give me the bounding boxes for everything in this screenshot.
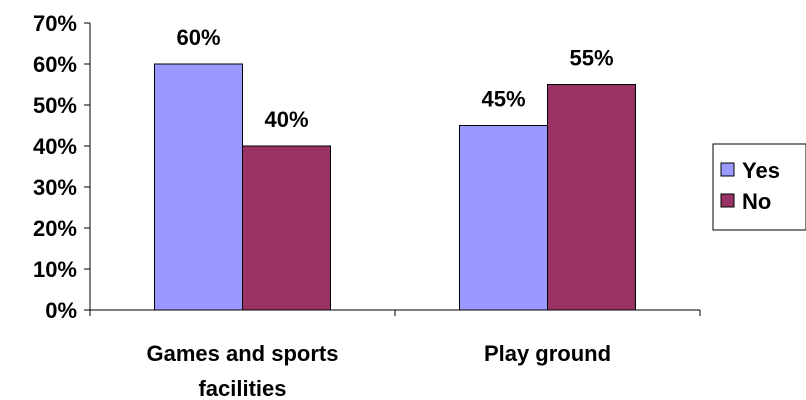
- y-tick-label: 10%: [33, 257, 77, 282]
- category-label: facilities: [198, 376, 286, 400]
- y-tick-label: 50%: [33, 93, 77, 118]
- bar-yes-2: [459, 125, 548, 311]
- category-labels: Games and sports facilities Play ground: [147, 341, 612, 400]
- y-tick-label: 60%: [33, 52, 77, 77]
- legend-box: [712, 143, 806, 231]
- y-axis: 0% 10% 20% 30% 40% 50% 60% 70%: [33, 11, 91, 323]
- category-label: Play ground: [484, 341, 611, 366]
- y-tick-label: 30%: [33, 175, 77, 200]
- category-label: Games and sports: [147, 341, 339, 366]
- y-tick-label: 70%: [33, 11, 77, 36]
- y-tick-label: 40%: [33, 134, 77, 159]
- bar-no-2: [547, 84, 636, 311]
- y-tick-label: 0%: [45, 298, 77, 323]
- legend-swatch-yes: [720, 162, 735, 177]
- data-label: 40%: [264, 107, 308, 132]
- legend-label-no: No: [742, 189, 771, 214]
- legend-label-yes: Yes: [742, 158, 780, 183]
- data-label: 45%: [481, 87, 525, 112]
- data-labels: 60% 40% 45% 55%: [176, 25, 613, 132]
- data-label: 55%: [569, 46, 613, 71]
- y-tick-label: 20%: [33, 216, 77, 241]
- x-axis: [89, 309, 701, 316]
- legend: Yes No: [712, 143, 806, 231]
- bars: [154, 63, 636, 311]
- bar-no-1: [242, 145, 331, 311]
- data-label: 60%: [176, 25, 220, 50]
- legend-swatch-no: [720, 193, 735, 208]
- bar-yes-1: [154, 63, 243, 311]
